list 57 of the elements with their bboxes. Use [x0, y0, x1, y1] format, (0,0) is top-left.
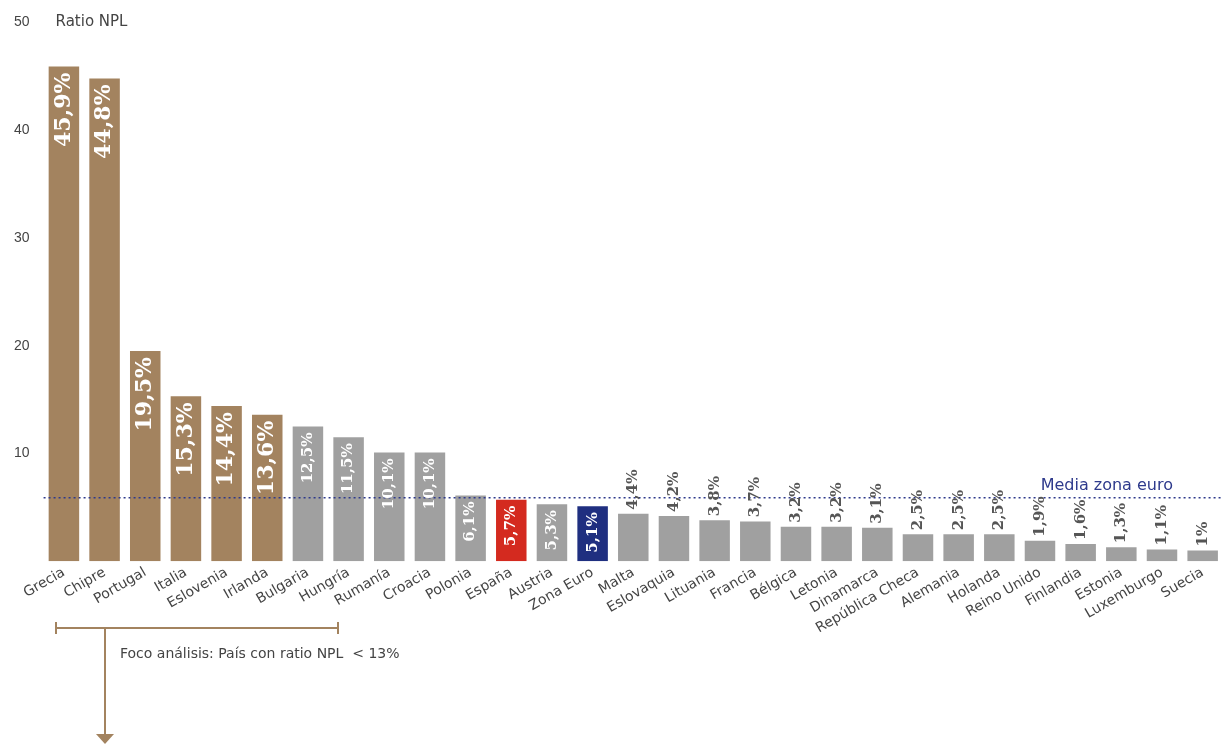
y-tick-label: 30 [13, 228, 30, 245]
y-tick-label: 10 [13, 444, 30, 461]
bar [862, 527, 893, 562]
bar [48, 66, 80, 562]
y-axis-title: Ratio NPL [55, 12, 129, 31]
bar [658, 515, 690, 562]
data-label: 1,1% [1151, 505, 1170, 546]
data-label: 3,7% [745, 477, 764, 518]
bar [780, 526, 812, 562]
bar [943, 534, 974, 562]
data-label: 10,1% [419, 458, 438, 510]
data-label: 2,5% [989, 489, 1008, 531]
bar [618, 513, 649, 562]
data-label: 5,3% [541, 510, 560, 551]
data-label: 6,1% [460, 501, 479, 542]
bar [984, 534, 1015, 562]
data-label: 1% [1192, 521, 1211, 547]
bar [902, 534, 934, 562]
data-label: 3,1% [867, 483, 886, 524]
data-label: 3,2% [785, 482, 804, 523]
bar [1187, 550, 1218, 562]
bar [1106, 547, 1137, 562]
bar [292, 426, 324, 562]
data-label: 2,5% [948, 489, 967, 531]
data-label: 2,5% [907, 489, 926, 531]
bar [699, 520, 730, 562]
data-label: 13,6% [251, 420, 278, 496]
data-label: 12,5% [297, 432, 316, 484]
data-label: 3,2% [826, 482, 845, 523]
ref-line-label: Media zona euro [1040, 474, 1173, 494]
bar [333, 437, 364, 562]
bar [1065, 544, 1096, 562]
data-label: 1,3% [1111, 502, 1130, 544]
data-label: 44,8% [89, 84, 116, 159]
y-tick-label: 50 [13, 13, 30, 30]
data-label: 4,4% [623, 469, 642, 510]
data-label: 4,2% [663, 471, 682, 512]
data-label: 14,4% [211, 411, 238, 487]
data-label: 5,7% [501, 505, 520, 547]
data-label: 45,9% [48, 72, 75, 148]
y-tick-label: 40 [13, 121, 30, 138]
data-label: 15,3% [170, 402, 197, 477]
bar [821, 526, 852, 562]
bar [1024, 540, 1056, 562]
y-tick-label: 20 [13, 336, 30, 353]
data-label: 5,1% [582, 512, 601, 553]
bar [740, 521, 771, 562]
data-label: 11,5% [338, 443, 357, 495]
bar [374, 452, 405, 562]
bar [1146, 549, 1178, 562]
bar [89, 78, 120, 562]
data-label: 10,1% [379, 458, 398, 510]
text: Foco análisis: País con ratio NPL < 13% [120, 645, 400, 661]
data-label: 3,8% [704, 475, 723, 517]
data-label: 19,5% [129, 357, 156, 432]
data-label: 1,6% [1070, 499, 1089, 541]
data-label: 1,9% [1029, 496, 1048, 537]
